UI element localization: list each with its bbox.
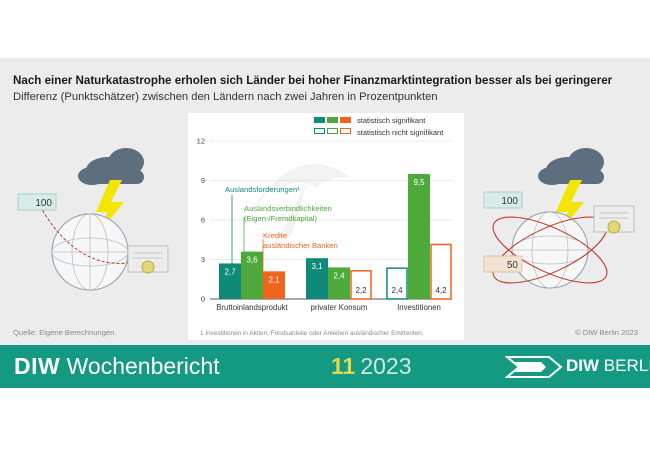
- banknote-icon: 100: [483, 191, 523, 209]
- bar-value-label: 2,2: [355, 286, 367, 295]
- bar-value-label: 3,1: [311, 262, 323, 271]
- y-axis-ticks: 0 3 6 9 12: [197, 137, 205, 304]
- bar: [219, 263, 241, 299]
- bar-value-label: 2,1: [268, 275, 280, 284]
- issue-info: 11 2023: [331, 353, 412, 380]
- banknote-value: 50: [507, 260, 519, 271]
- bar-value-label: 2,4: [391, 286, 403, 295]
- certificate-icon: [127, 245, 169, 274]
- banknote-icon: 50: [483, 255, 523, 273]
- chart-footnote: 1 Investitionen in Aktien, Fondsanteile …: [200, 330, 424, 337]
- annotation-forderungen: Auslandsforderungen¹: [225, 185, 300, 194]
- bar-outline: [350, 270, 372, 300]
- brand-name: Wochenbericht: [66, 353, 220, 379]
- logo-rest: BERLIN: [603, 356, 650, 375]
- legend-significant: statistisch signifikant: [357, 116, 426, 125]
- bar-outline: [430, 243, 452, 300]
- annotation-verbindlichkeiten-1: Auslandsverbindlichkeiten: [244, 204, 332, 213]
- y-tick-label: 9: [201, 176, 205, 185]
- legend-swatch-sig-2: [327, 117, 338, 123]
- cloud-icon: [78, 148, 144, 185]
- issue-number: 11: [331, 353, 356, 379]
- annotation-kredite-2: ausländischer Banken: [263, 241, 338, 250]
- left-illustration: 100: [17, 148, 169, 291]
- lightning-icon: [90, 180, 124, 244]
- legend: statistisch signifikant statistisch nich…: [314, 116, 444, 137]
- certificate-icon: [593, 205, 635, 234]
- legend-swatch-nsig-1: [314, 128, 325, 134]
- bar: [306, 258, 328, 299]
- umbrella-watermark: [257, 164, 350, 238]
- bar-value-label: 2,7: [224, 267, 236, 276]
- legend-swatch-nsig-2: [327, 128, 338, 134]
- diw-logo-icon: [505, 356, 563, 378]
- annotation-verbindlichkeiten-2: (Eigen-/Fremdkapital): [244, 214, 317, 223]
- legend-not-significant: statistisch nicht signifikant: [357, 128, 444, 137]
- bar-chart: 0 3 6 9 12 2,7 3,6 2,1 3,1 2,4 2,2 2,4 9,5 4,2 Brutt…: [197, 116, 452, 337]
- chart-subtitle: Differenz (Punktschätzer) zwischen den L…: [13, 91, 438, 103]
- copyright-note: © DIW Berlin 2023: [575, 328, 638, 337]
- cloud-icon: [538, 148, 604, 185]
- banknote-value: 100: [501, 196, 518, 207]
- link-arc: [39, 205, 141, 264]
- legend-swatch-sig-1: [314, 117, 325, 123]
- brand-bold: DIW: [14, 353, 61, 379]
- banknote-value: 100: [35, 198, 52, 209]
- publication-brand: DIW Wochenbericht: [14, 353, 220, 380]
- globe-icon: [511, 211, 589, 289]
- y-tick-label: 0: [201, 295, 205, 304]
- legend-swatch-nsig-3: [340, 128, 351, 134]
- right-illustration: 100 50: [483, 148, 635, 289]
- bar: [328, 267, 350, 299]
- annotation-kredite-1: Kredite: [263, 231, 287, 240]
- bar-value-label: 4,2: [435, 286, 447, 295]
- bar-value-label: 2,4: [333, 271, 345, 280]
- lightning-icon: [550, 180, 584, 244]
- category-label: privater Konsum: [311, 303, 368, 312]
- bar: [408, 173, 430, 299]
- bar: [263, 271, 285, 299]
- y-tick-label: 6: [201, 216, 205, 225]
- chart-title: Nach einer Naturkatastrophe erholen sich…: [13, 74, 613, 87]
- bar-value-label: 3,6: [246, 256, 258, 265]
- globe-icon: [51, 213, 129, 291]
- bar-outline: [386, 267, 408, 300]
- y-tick-label: 3: [201, 255, 205, 264]
- chart-panel: 0 3 6 9 12 2,7 3,6 2,1 3,1 2,4 2,2 2,4 9,5 4,2 Brutt…: [188, 113, 464, 340]
- diw-logo-text: DIW BERLIN: [566, 356, 650, 376]
- logo-bold: DIW: [566, 356, 600, 375]
- issue-year: 2023: [360, 353, 412, 379]
- bar-labels: 2,7 3,6 2,1 3,1 2,4 2,2 2,4 9,5 4,2: [224, 178, 447, 295]
- banknote-icon: 100: [17, 193, 57, 211]
- category-label: Investitionen: [397, 303, 441, 312]
- category-label: Bruttoinlandsprodukt: [216, 303, 288, 312]
- bars: [219, 173, 452, 300]
- bar: [241, 251, 263, 299]
- category-labels: Bruttoinlandsprodukt privater Konsum Inves…: [216, 303, 441, 312]
- legend-swatch-sig-3: [340, 117, 351, 123]
- bar-value-label: 9,5: [413, 178, 425, 187]
- source-note: Quelle: Eigene Berechnungen.: [13, 328, 117, 337]
- y-tick-label: 12: [197, 137, 205, 146]
